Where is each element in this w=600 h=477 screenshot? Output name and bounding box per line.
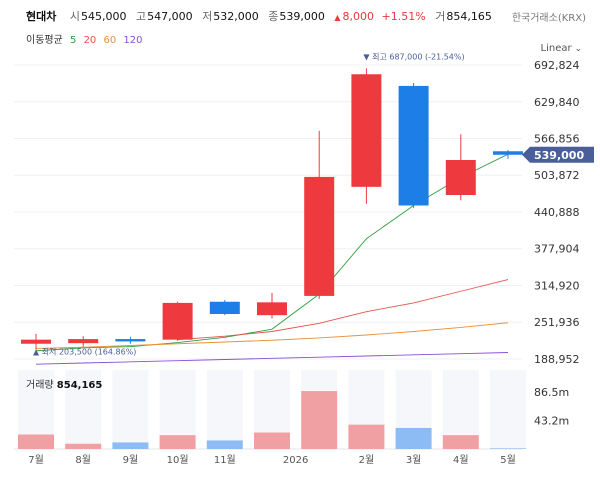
candle-body: [445, 160, 476, 195]
candlesticks: [21, 68, 523, 350]
price-tick-label: 440,888: [534, 206, 580, 219]
volume-panel-title: 거래량 854,165: [26, 376, 102, 391]
volume-bars: [18, 391, 526, 449]
ma-legend-label: 이동평균: [26, 35, 63, 46]
time-tick-label: 9월: [123, 454, 139, 466]
price-tick-label: 251,936: [534, 316, 580, 329]
time-tick-label: 8월: [75, 454, 91, 466]
volume-tick-label: 43.2m: [534, 415, 569, 428]
time-tick-label: 3월: [406, 454, 422, 466]
change-arrow-icon: ▲: [334, 13, 341, 22]
candle-body: [351, 74, 382, 187]
candle-body: [68, 339, 99, 344]
volume-tick-label: 86.5m: [534, 386, 569, 399]
price-tick-label: 314,920: [534, 279, 580, 292]
time-tick-label: 11월: [214, 454, 236, 466]
quote-header: 현대차 시545,000 고547,000 저532,000 종539,000 …: [0, 0, 600, 30]
ma-60-line: [35, 322, 509, 349]
price-tick-label: 503,872: [534, 169, 580, 182]
volume-bar: [442, 435, 479, 449]
last-price-label: 539,000: [534, 149, 584, 162]
volume-panel-value: 854,165: [56, 380, 103, 391]
volume-bar: [301, 391, 338, 449]
ma-legend[interactable]: 이동평균 5 20 60 120: [26, 31, 147, 46]
low-value: 532,000: [213, 10, 259, 23]
open-value: 545,000: [81, 10, 127, 23]
volume-label: 거: [435, 10, 446, 23]
price-tick-label: 692,824: [534, 59, 580, 72]
volume-bar: [490, 448, 526, 449]
time-axis: 7월 8월 9월 10월 11월 2026 2월 3월 4월 5월: [28, 454, 516, 466]
stock-name[interactable]: 현대차: [26, 10, 57, 23]
volume-bar: [112, 442, 149, 449]
volume-column-bg: [65, 370, 102, 449]
low-marker-label: ▲ 최저 203,500 (164.86%): [33, 346, 136, 356]
ma-20-line: [177, 279, 509, 341]
candle-body: [209, 301, 240, 314]
volume-bar: [254, 432, 290, 449]
ma-20-label: 20: [83, 35, 97, 46]
time-tick-label: 2월: [359, 454, 375, 466]
volume-bar: [159, 435, 196, 449]
price-tick-label: 188,952: [534, 353, 580, 366]
close-value: 539,000: [279, 10, 325, 23]
quote-summary: 현대차 시545,000 고547,000 저532,000 종539,000 …: [26, 8, 498, 24]
volume-bar: [206, 440, 243, 449]
price-tick-label: 566,856: [534, 133, 580, 146]
volume-column-bg: [206, 370, 243, 449]
exchange-label: 한국거래소(KRX): [511, 13, 586, 24]
high-marker-label: ▼ 최고 687,000 (-21.54%): [363, 51, 464, 61]
ma-120-label: 120: [123, 35, 143, 46]
moving-average-lines: [35, 153, 509, 365]
scale-mode-dropdown[interactable]: Linear: [541, 43, 583, 54]
time-tick-label: 7월: [28, 454, 44, 466]
annotations: ▼ 최고 687,000 (-21.54%) ▲ 최저 203,500 (164.…: [33, 51, 594, 356]
low-label: 저: [202, 10, 213, 23]
high-label: 고: [136, 10, 147, 23]
ma-120-line: [35, 352, 509, 365]
candle-body: [398, 85, 429, 206]
ma-5-label: 5: [70, 35, 77, 46]
open-label: 시: [69, 10, 80, 23]
high-value: 547,000: [147, 10, 193, 23]
volume-column-bg: [112, 370, 149, 449]
time-tick-label: 5월: [500, 454, 516, 466]
volume-panel-label: 거래량: [26, 380, 54, 391]
change-percent: +1.51%: [381, 10, 426, 23]
price-tick-label: 377,904: [534, 243, 580, 256]
volume-value: 854,165: [446, 10, 492, 23]
volume-bar: [65, 443, 102, 449]
volume-bar: [395, 427, 432, 449]
candle-body: [162, 302, 193, 340]
price-tick-label: 629,840: [534, 96, 580, 109]
candle-body: [304, 176, 335, 296]
time-tick-label: 10월: [167, 454, 189, 466]
time-tick-label: 2026: [283, 455, 308, 466]
candle-body: [21, 339, 51, 344]
price-grid: [14, 64, 522, 450]
ma-5-line: [35, 153, 509, 352]
volume-bar: [348, 424, 385, 449]
ma-60-label: 60: [103, 35, 117, 46]
last-price-tag: [522, 146, 594, 163]
close-label: 종: [268, 10, 279, 23]
change-value: 8,000: [342, 10, 375, 23]
candle-body: [115, 339, 146, 342]
volume-column-bg: [490, 370, 526, 449]
candle-body: [493, 151, 523, 155]
time-tick-label: 4월: [453, 454, 469, 466]
price-axis: 692,824 629,840 566,856 503,872 440,888 377,9…: [534, 59, 580, 428]
candle-body: [257, 302, 287, 316]
volume-bar: [18, 434, 54, 449]
